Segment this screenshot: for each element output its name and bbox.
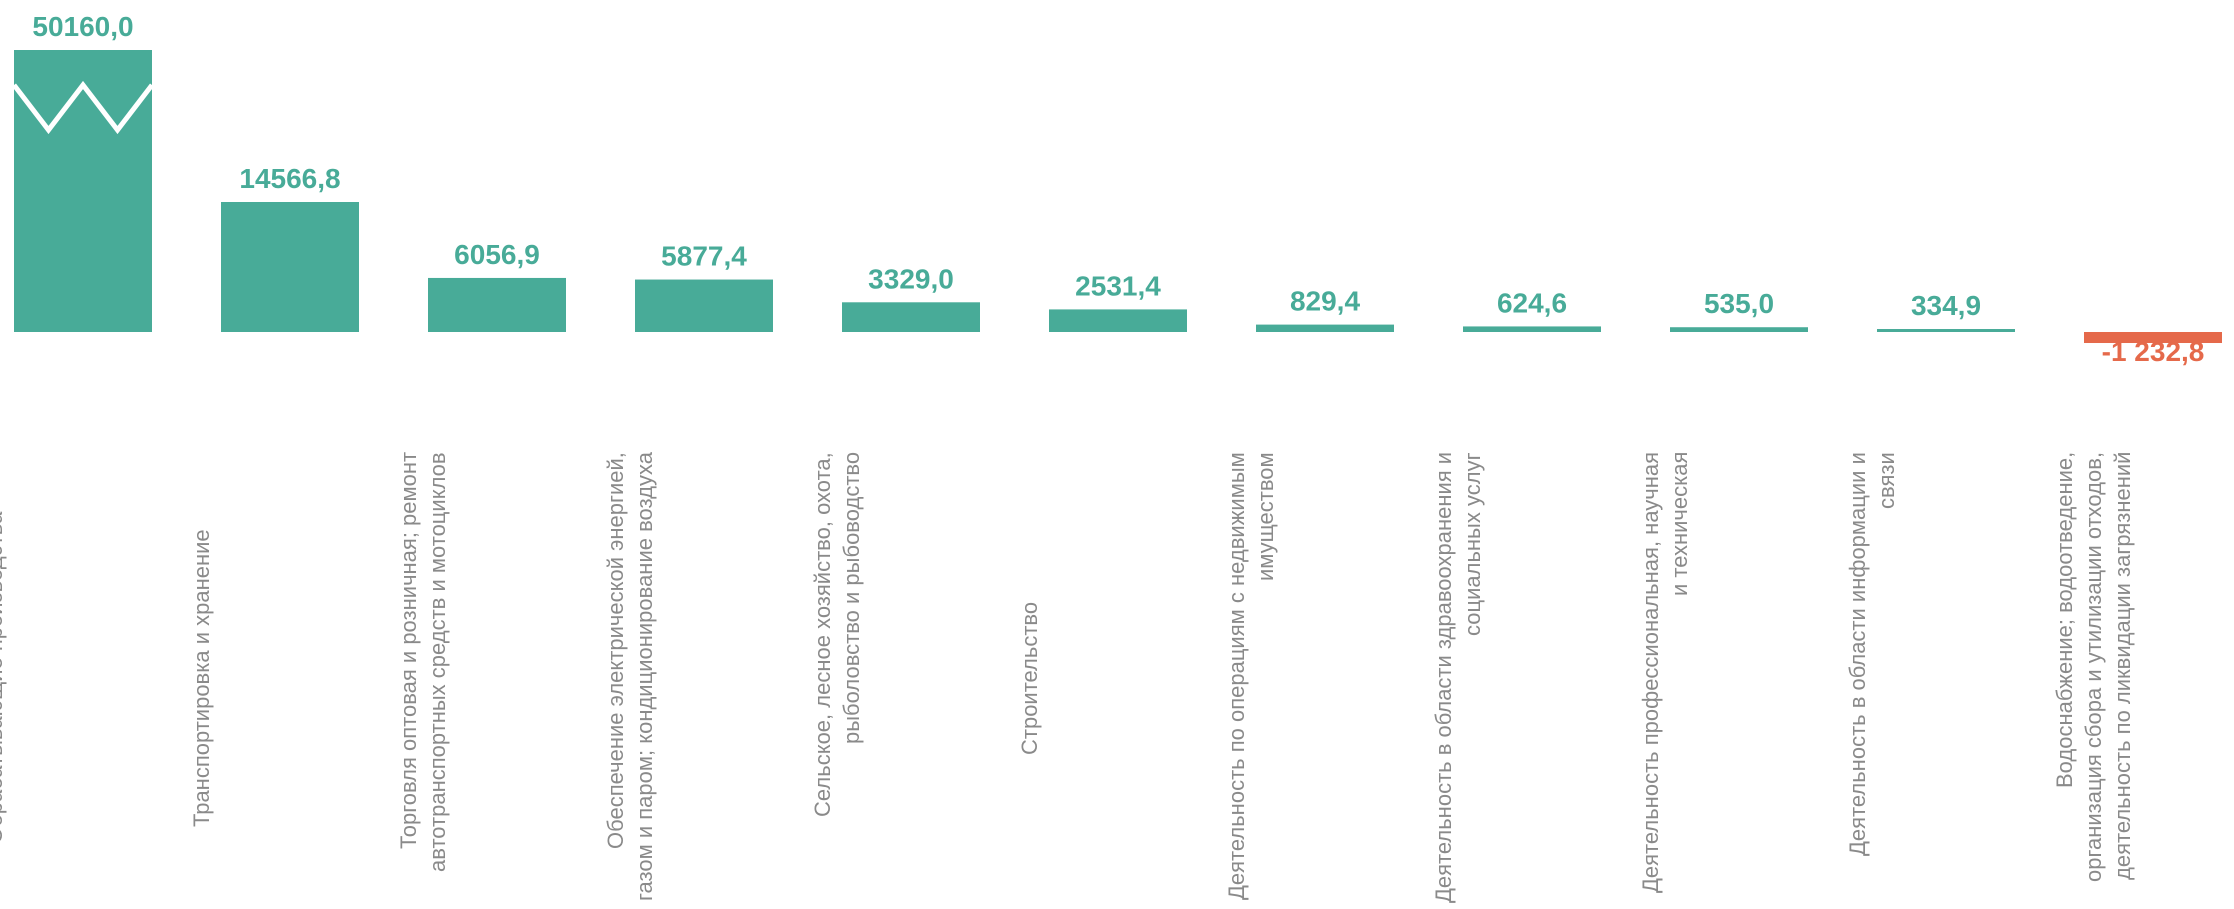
bar [2084, 332, 2222, 344]
value-label: 3329,0 [868, 263, 954, 294]
value-label: 5877,4 [661, 241, 747, 272]
axis-break [12, 80, 154, 135]
bar [1463, 326, 1601, 332]
category-label: Транспортировка и хранение [188, 529, 214, 827]
bar [842, 302, 980, 332]
category-label: Строительство [1016, 601, 1042, 755]
bar [428, 277, 566, 332]
value-label: 2531,4 [1075, 270, 1161, 301]
category-label: Обеспечение электрической энергией, газо… [602, 452, 657, 901]
bar [635, 279, 773, 332]
value-label: 50160,0 [32, 11, 133, 42]
value-label: 535,0 [1704, 288, 1774, 319]
bar [1049, 309, 1187, 332]
category-label: Обрабатывающие производства [0, 511, 7, 845]
category-label: Деятельность в области здравоохранения и… [1430, 452, 1485, 904]
bar [1877, 329, 2015, 332]
value-label: 14566,8 [239, 163, 340, 194]
bar [221, 202, 359, 332]
category-label: Деятельность по операциям с недвижимым и… [1223, 452, 1278, 900]
category-label: Водоснабжение; водоотведение, организаци… [2051, 452, 2135, 883]
value-label: 624,6 [1497, 287, 1567, 318]
category-label: Сельское, лесное хозяйство, охота, рыбол… [809, 452, 864, 817]
value-label: 6056,9 [454, 239, 540, 270]
value-label: -1 232,8 [2102, 336, 2205, 367]
bar [14, 50, 152, 332]
bar [1256, 324, 1394, 332]
value-label: 334,9 [1911, 290, 1981, 321]
category-label: Деятельность профессиональная, научная и… [1637, 452, 1692, 894]
bar [1670, 327, 1808, 332]
value-label: 829,4 [1290, 286, 1360, 317]
category-label: Торговля оптовая и розничная; ремонт авт… [395, 452, 450, 872]
category-label: Деятельность в области информации и связ… [1844, 452, 1899, 856]
